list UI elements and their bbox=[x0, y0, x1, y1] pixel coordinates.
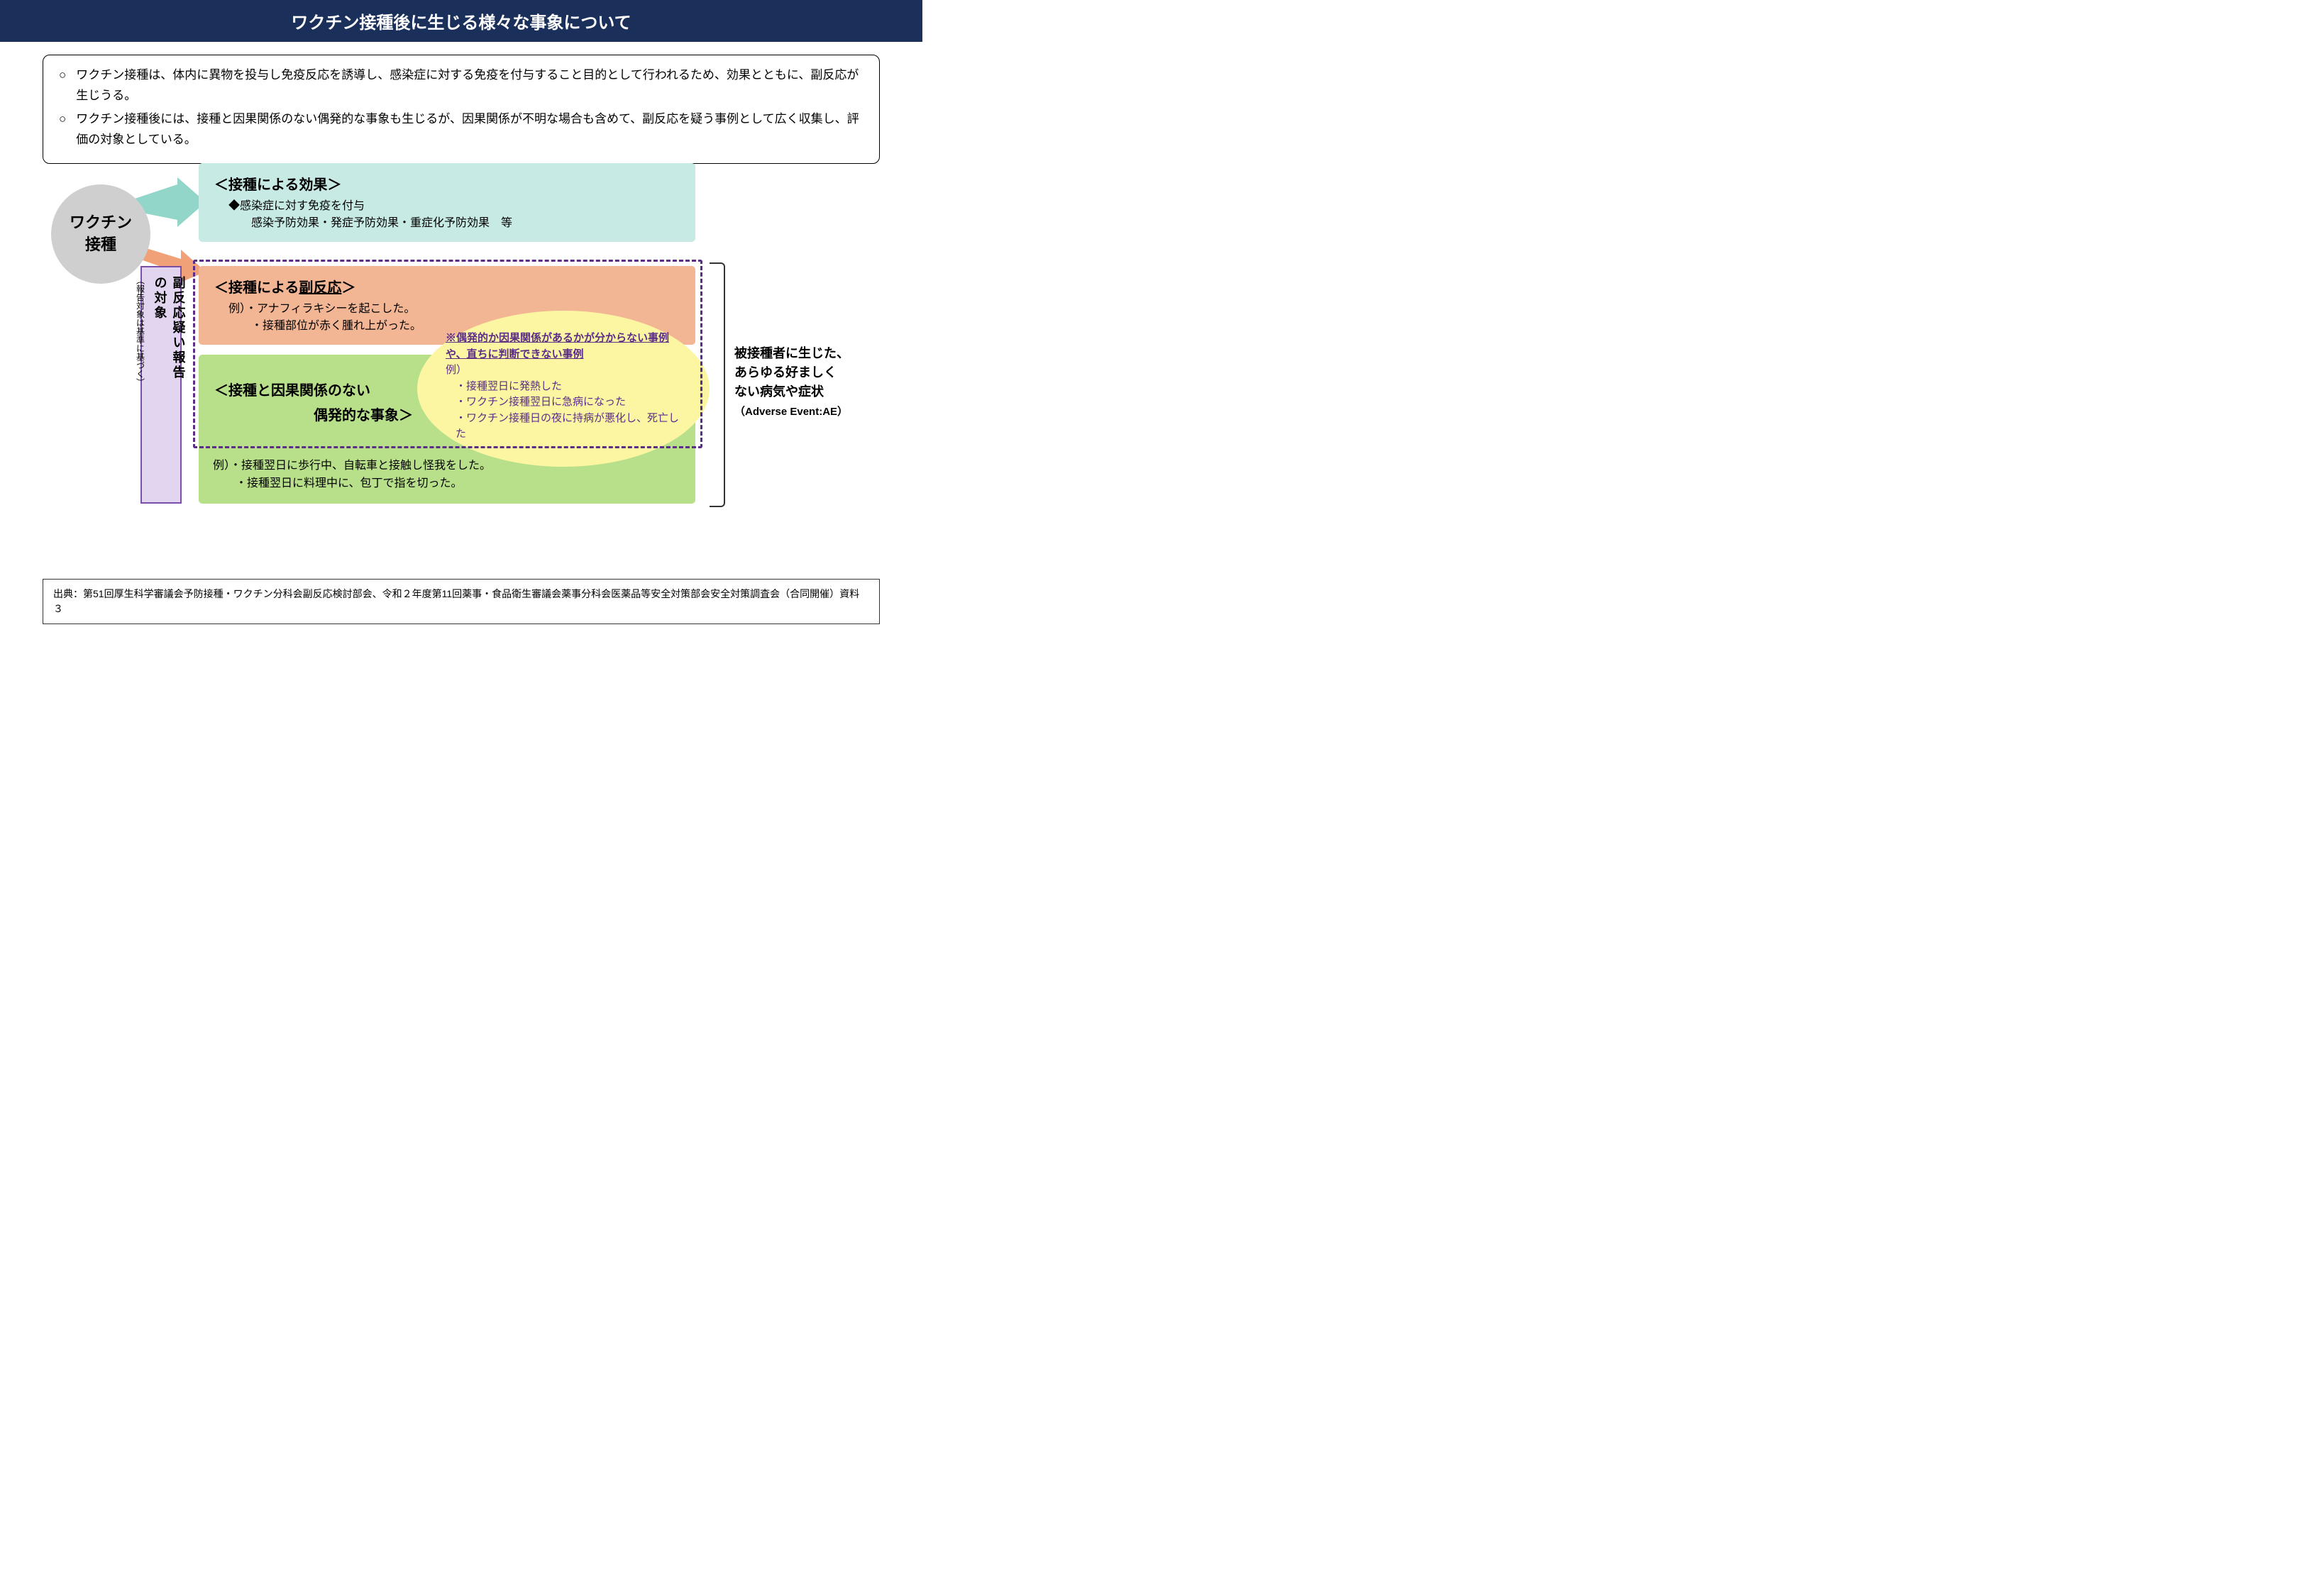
effect-box: ＜接種による効果＞ ◆感染症に対す免疫を付与 感染予防効果・発症予防効果・重症化… bbox=[199, 163, 695, 242]
incid-out-2: ・接種翌日に料理中に、包丁で指を切った。 bbox=[213, 475, 491, 493]
effect-heading: ＜接種による効果＞ bbox=[214, 173, 680, 194]
diagram-area: ワクチン 接種 ＜接種による効果＞ ◆感染症に対す免疫を付与 感染予防効果・発症… bbox=[0, 142, 922, 539]
slide: ワクチン接種後に生じる様々な事象について ○ワクチン接種は、体内に異物を投与し免… bbox=[0, 0, 922, 638]
effect-line-1: ◆感染症に対す免疫を付与 bbox=[214, 198, 680, 215]
purple-main: 副反応疑い報告 の対象 bbox=[151, 276, 188, 380]
ellipse-ex-2: ・ワクチン接種翌日に急病になった bbox=[446, 394, 681, 411]
ellipse-ex-3: ・ワクチン接種日の夜に持病が悪化し、死亡した bbox=[446, 411, 681, 443]
suspect-report-box: 副反応疑い報告 の対象 （報告対象は基準に基づく） bbox=[140, 266, 182, 504]
purple-sub: （報告対象は基準に基づく） bbox=[135, 276, 147, 387]
uncertain-ellipse: ※偶発的か因果関係があるかが分からない事例や、直ちに判断できない事例 例） ・接… bbox=[417, 311, 710, 467]
footer-citation: 出典：第51回厚生科学審議会予防接種・ワクチン分科会副反応検討部会、令和２年度第… bbox=[43, 579, 880, 624]
incidental-examples: 例）・接種翌日に歩行中、自転車と接触し怪我をした。 ・接種翌日に料理中に、包丁で… bbox=[213, 458, 491, 493]
intro-bullet-1: ワクチン接種は、体内に異物を投与し免疫反応を誘導し、感染症に対する免疫を付与する… bbox=[76, 65, 864, 106]
side-heading: ＜接種による副反応＞ bbox=[214, 276, 680, 297]
incid-out-1: 例）・接種翌日に歩行中、自転車と接触し怪我をした。 bbox=[213, 458, 491, 475]
ellipse-heading: ※偶発的か因果関係があるかが分からない事例や、直ちに判断できない事例 bbox=[446, 331, 681, 362]
ellipse-ex-label: 例） bbox=[446, 362, 681, 379]
effect-line-2: 感染予防効果・発症予防効果・重症化予防効果 等 bbox=[214, 215, 680, 232]
vaccine-circle: ワクチン 接種 bbox=[51, 184, 150, 284]
adverse-event-label: 被接種者に生じた、 あらゆる好ましく ない病気や症状 （Adverse Even… bbox=[734, 344, 901, 421]
bracket-icon bbox=[710, 262, 725, 507]
title-bar: ワクチン接種後に生じる様々な事象について bbox=[0, 0, 922, 42]
ellipse-ex-1: ・接種翌日に発熱した bbox=[446, 379, 681, 395]
